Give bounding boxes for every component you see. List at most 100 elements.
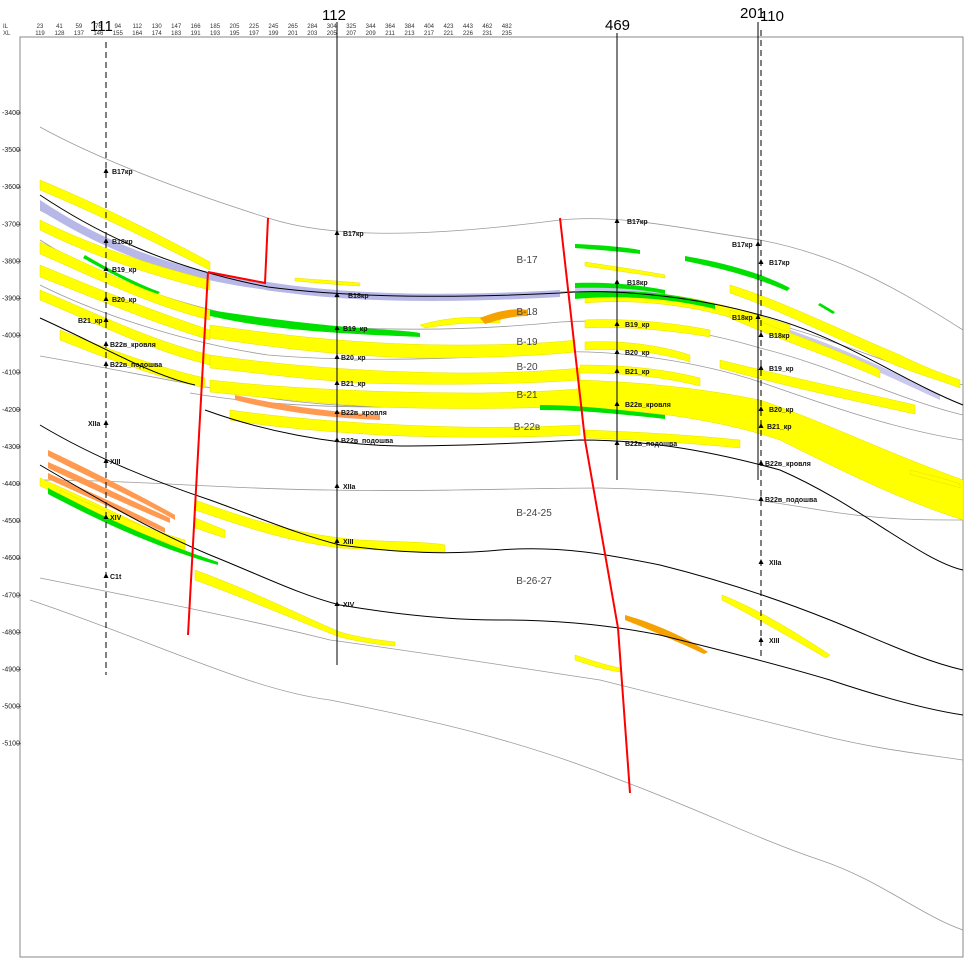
horizon-b22: [204, 409, 964, 571]
tick-xl-label: 146: [93, 31, 104, 37]
well-marker-triangle: [334, 230, 340, 235]
well-marker-triangle: [103, 341, 109, 346]
tick-xl-label: 235: [502, 31, 513, 37]
tick-il-label: 59: [76, 24, 83, 30]
well-marker-triangle: [334, 483, 340, 488]
tick-il-label: 130: [152, 24, 163, 30]
well-marker-triangle: [614, 440, 620, 445]
tick-xl-label: 213: [405, 31, 416, 37]
fault-left: [187, 217, 269, 636]
horizon-xiia-grey: [39, 479, 964, 521]
reservoir-body: [577, 379, 964, 521]
reservoir-body: [729, 284, 961, 389]
well-marker-triangle: [334, 325, 340, 330]
well-name: 112: [322, 7, 346, 24]
gas-bodies: [48, 244, 835, 565]
tick-il-label: 94: [114, 24, 121, 30]
tick-il-label: 147: [171, 24, 182, 30]
depth-label: -4200: [2, 407, 20, 414]
tick-il-label: 423: [443, 24, 454, 30]
well-marker-label: B19_кр: [112, 267, 137, 274]
well-marker-label: B17кр: [732, 242, 753, 249]
well-marker-label: B22в_кровля: [110, 342, 156, 349]
xl-axis-label: XL: [3, 31, 11, 37]
well-marker-label: B17кр: [769, 260, 790, 267]
well-marker-triangle: [103, 296, 109, 301]
tick-il-label: 185: [210, 24, 221, 30]
depth-label: -4700: [2, 592, 20, 599]
il-axis-label: IL: [3, 24, 9, 30]
reservoir-bodies: [39, 179, 964, 673]
reservoir-body: [579, 364, 701, 387]
well-marker-triangle: [614, 349, 620, 354]
tick-il-label: 304: [327, 24, 338, 30]
depth-label: -3900: [2, 296, 20, 303]
reservoir-body: [584, 261, 666, 279]
tick-il-label: 265: [288, 24, 299, 30]
depth-label: -5000: [2, 704, 20, 711]
well-marker-label: B20_кр: [112, 297, 137, 304]
well-marker-label: B18кр: [769, 333, 790, 340]
horizon-b21: [39, 317, 196, 386]
well-marker-triangle: [614, 279, 620, 284]
reservoir-body: [584, 429, 741, 449]
tick-il-label: 76: [95, 24, 102, 30]
well-marker-triangle: [758, 460, 764, 465]
tick-il-label: 462: [482, 24, 493, 30]
well-marker-triangle: [103, 361, 109, 366]
tick-xl-label: 137: [74, 31, 85, 37]
well-marker-triangle: [758, 637, 764, 642]
tick-il-label: 41: [56, 24, 63, 30]
tick-il-label: 482: [502, 24, 513, 30]
tick-il-label: 205: [229, 24, 240, 30]
reservoir-body: [39, 241, 211, 321]
gas-body: [575, 244, 640, 254]
well-marker-triangle: [334, 538, 340, 543]
tick-il-label: 344: [366, 24, 377, 30]
tick-xl-label: 201: [288, 31, 299, 37]
zone-label: B-17: [516, 255, 538, 266]
depth-label: -4400: [2, 481, 20, 488]
horizon-xiii: [39, 424, 964, 671]
tick-xl-label: 221: [443, 31, 454, 37]
tick-xl-label: 174: [152, 31, 163, 37]
tick-il-label: 245: [268, 24, 279, 30]
well-marker-triangle: [755, 241, 761, 246]
depth-label: -3800: [2, 258, 20, 265]
well-marker-label: B20_кр: [625, 350, 650, 357]
gas-body: [83, 255, 160, 294]
tick-xl-label: 183: [171, 31, 182, 37]
reservoir-body: [39, 264, 211, 341]
reservoir-body: [194, 499, 446, 553]
wells: 111 B17кр B18кр B19_кр B20_кр B21_кр B22в_кров…: [78, 5, 817, 675]
tick-xl-label: 217: [424, 31, 435, 37]
well-marker-triangle: [614, 321, 620, 326]
well-marker-label: B17кр: [627, 219, 648, 226]
horizon-xiv: [39, 464, 964, 716]
zone-label: B-26-27: [516, 576, 552, 587]
tick-xl-label: 128: [54, 31, 65, 37]
depth-label: -3500: [2, 147, 20, 154]
well-marker-triangle: [614, 218, 620, 223]
gas-body: [48, 488, 218, 565]
depth-label: -4800: [2, 629, 20, 636]
tick-il-label: 364: [385, 24, 396, 30]
tick-xl-label: 203: [307, 31, 318, 37]
tick-xl-label: 199: [268, 31, 279, 37]
tick-xl-label: 195: [229, 31, 240, 37]
depth-label: -4900: [2, 667, 20, 674]
zone-label: B-22в: [514, 422, 540, 433]
zone-labels: B-17 B-18 B-19 B-20 B-21 B-22в B-24-25 B-26-27: [514, 255, 552, 587]
gas-body: [575, 282, 665, 294]
reservoir-body: [721, 594, 831, 659]
depth-scale: -3400 -3500 -3600 -3700 -3800 -3900 -4000 -4100…: [2, 110, 21, 748]
horizon-deep-grey: [29, 599, 964, 931]
faults: [187, 217, 631, 794]
tick-il-label: 225: [249, 24, 260, 30]
tick-xl-label: 231: [482, 31, 493, 37]
tick-xl-label: 205: [327, 31, 338, 37]
reservoir-body: [294, 277, 361, 287]
well-marker-label: B20_кр: [769, 407, 794, 414]
